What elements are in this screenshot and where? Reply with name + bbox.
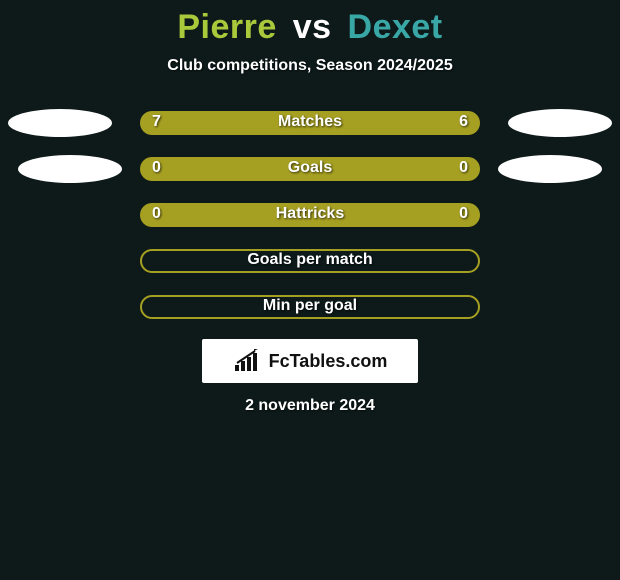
subtitle: Club competitions, Season 2024/2025 xyxy=(0,57,620,75)
stat-label: Goals xyxy=(140,159,480,177)
vs-text: vs xyxy=(293,8,332,46)
stat-label: Goals per match xyxy=(140,251,480,269)
brand-badge: FcTables.com xyxy=(202,339,418,383)
stat-label: Hattricks xyxy=(140,205,480,223)
player1-bubble xyxy=(18,155,122,183)
player1-bubble xyxy=(8,109,112,137)
stat-row: 00Hattricks xyxy=(0,201,620,229)
chart-icon xyxy=(233,349,263,373)
player1-name: Pierre xyxy=(177,8,276,46)
stat-label: Matches xyxy=(140,113,480,131)
page-title: Pierre vs Dexet xyxy=(0,0,620,47)
stat-row: Min per goal xyxy=(0,293,620,321)
player2-bubble xyxy=(498,155,602,183)
brand-text: FcTables.com xyxy=(269,351,388,372)
stat-rows: 76Matches 00Goals 00Hattricks Goals per mat… xyxy=(0,109,620,321)
player2-bubble xyxy=(508,109,612,137)
player2-name: Dexet xyxy=(348,8,443,46)
stat-row: Goals per match xyxy=(0,247,620,275)
stat-row: 00Goals xyxy=(0,155,620,183)
stat-label: Min per goal xyxy=(140,297,480,315)
stat-row: 76Matches xyxy=(0,109,620,137)
snapshot-date: 2 november 2024 xyxy=(0,397,620,415)
